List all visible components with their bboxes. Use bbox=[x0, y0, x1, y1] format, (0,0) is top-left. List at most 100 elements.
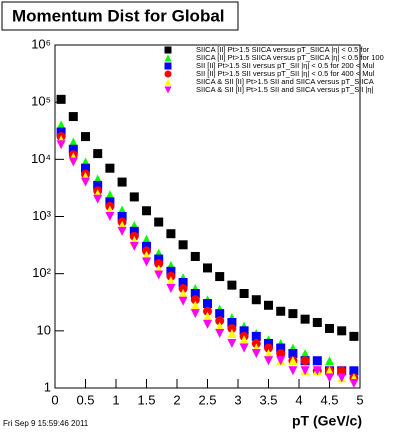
x-tick-label: 1.5 bbox=[137, 392, 155, 407]
y-tick-label: 10 bbox=[37, 322, 51, 337]
marker bbox=[105, 163, 115, 173]
marker bbox=[215, 328, 225, 338]
marker bbox=[288, 356, 298, 366]
x-tick-label: 4 bbox=[295, 392, 302, 407]
marker bbox=[105, 212, 115, 221]
legend: SIICA [II] Pt>1.5 SIICA versus pT_SIICA … bbox=[164, 45, 384, 94]
x-axis-label: pT (GeV/c) bbox=[292, 413, 362, 429]
marker bbox=[117, 212, 127, 221]
marker bbox=[251, 295, 261, 305]
marker bbox=[276, 306, 286, 316]
marker bbox=[190, 309, 200, 319]
marker bbox=[203, 319, 212, 329]
x-tick-label: 4.5 bbox=[320, 392, 338, 407]
marker bbox=[300, 349, 310, 359]
plot: 0 0.5 1 1.5 2 2.5 3 3.5 4 4.5 5 1 10 10² 10³ 10⁴ 10⁵ 10⁶ bbox=[31, 36, 364, 407]
marker bbox=[239, 343, 249, 353]
marker bbox=[142, 241, 151, 251]
marker bbox=[300, 356, 310, 366]
marker bbox=[215, 316, 225, 326]
marker bbox=[166, 271, 176, 281]
marker bbox=[349, 331, 359, 341]
marker bbox=[325, 323, 334, 333]
marker bbox=[142, 250, 151, 260]
marker bbox=[117, 177, 127, 187]
series bbox=[56, 127, 359, 376]
marker bbox=[215, 321, 225, 331]
marker bbox=[190, 300, 200, 310]
legend-label: SII [II] Pt>1.5 SII versus pT_SII |η| < … bbox=[196, 61, 375, 70]
marker bbox=[164, 46, 172, 54]
marker bbox=[300, 314, 310, 324]
marker bbox=[68, 157, 78, 167]
marker bbox=[56, 140, 66, 150]
x-tick-label: 5 bbox=[356, 392, 363, 407]
marker bbox=[276, 343, 286, 353]
marker bbox=[251, 349, 261, 359]
marker bbox=[264, 300, 273, 310]
marker bbox=[93, 180, 103, 190]
marker bbox=[276, 349, 286, 359]
marker bbox=[312, 356, 322, 366]
x-tick-label: 3 bbox=[234, 392, 241, 407]
marker bbox=[105, 197, 115, 207]
marker bbox=[68, 144, 78, 154]
y-tick-label: 10⁵ bbox=[31, 94, 51, 109]
marker bbox=[178, 284, 188, 294]
legend-label: SII [II] Pt>1.5 SII versus pT_SII |η| < … bbox=[196, 69, 375, 78]
marker bbox=[190, 288, 200, 298]
x-tick-label: 0 bbox=[51, 392, 58, 407]
marker bbox=[337, 326, 347, 336]
series bbox=[56, 135, 359, 383]
marker bbox=[276, 356, 286, 366]
marker bbox=[105, 190, 115, 200]
marker bbox=[251, 331, 261, 341]
y-tick-label: 10⁶ bbox=[31, 36, 51, 51]
marker bbox=[203, 299, 212, 309]
marker bbox=[164, 54, 172, 62]
marker bbox=[178, 296, 188, 306]
marker bbox=[117, 226, 127, 236]
marker bbox=[239, 335, 249, 345]
marker bbox=[142, 257, 151, 267]
marker bbox=[349, 378, 359, 388]
marker bbox=[81, 177, 90, 187]
marker bbox=[142, 234, 151, 244]
title-box bbox=[1, 1, 239, 31]
marker bbox=[164, 78, 172, 86]
marker bbox=[325, 356, 334, 366]
marker bbox=[239, 288, 249, 298]
marker bbox=[93, 194, 103, 204]
marker bbox=[227, 317, 237, 327]
marker bbox=[166, 229, 176, 239]
marker bbox=[164, 70, 172, 78]
marker bbox=[300, 366, 310, 376]
marker bbox=[203, 263, 212, 273]
marker bbox=[264, 339, 273, 349]
marker bbox=[239, 326, 249, 336]
marker bbox=[164, 86, 172, 94]
marker bbox=[129, 241, 139, 251]
legend-label: SIICA & SII [II] Pt>1.5 SII and SIICA ve… bbox=[196, 77, 374, 86]
x-tick-label: 2.5 bbox=[198, 392, 216, 407]
legend-label: SIICA [II] Pt>1.5 SIICA versus pT_SIICA … bbox=[196, 45, 370, 54]
marker bbox=[154, 254, 164, 264]
series bbox=[56, 132, 359, 383]
marker bbox=[93, 149, 103, 159]
marker bbox=[81, 163, 90, 173]
marker bbox=[142, 206, 151, 216]
marker bbox=[325, 366, 334, 376]
y-tick-label: 10² bbox=[32, 265, 51, 280]
y-tick-label: 10³ bbox=[32, 208, 51, 223]
marker bbox=[264, 349, 273, 359]
marker bbox=[190, 251, 200, 261]
marker bbox=[166, 266, 176, 276]
marker bbox=[154, 217, 164, 227]
marker bbox=[178, 240, 188, 250]
marker bbox=[68, 137, 78, 147]
marker bbox=[203, 311, 212, 321]
y-tick-label: 1 bbox=[44, 379, 51, 394]
marker bbox=[154, 259, 164, 269]
x-tick-label: 1 bbox=[112, 392, 119, 407]
